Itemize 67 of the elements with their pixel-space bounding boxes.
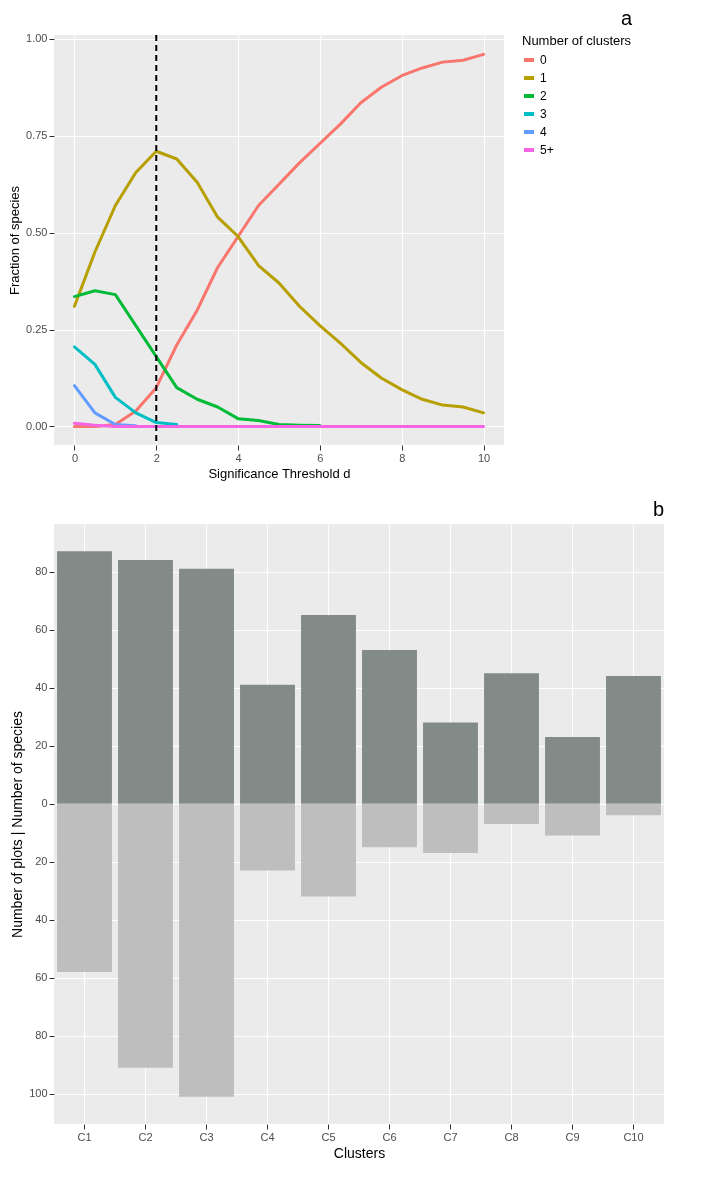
y-tick-label: 20 [35,739,48,752]
x-axis-title: Significance Threshold d [208,465,351,481]
bar [240,684,295,804]
y-tick-label: 0 [41,797,48,810]
y-tick-label: 100 [29,1087,48,1100]
line-series [72,345,179,426]
bar [606,676,661,804]
bar [606,803,661,816]
y-tick-label: 0.00 [26,419,48,432]
bar [57,551,112,804]
y-tick-label: 60 [35,623,48,636]
bar [301,803,356,897]
legend-label: 2 [540,89,547,103]
bar [179,803,234,1097]
legend-label: 0 [540,53,547,67]
x-axis-title: Clusters [333,1144,386,1161]
y-tick-label: 60 [35,971,48,984]
bar [545,736,600,804]
bar [484,803,539,824]
x-tick-label: C9 [565,1130,580,1143]
x-tick-label: C6 [382,1130,397,1143]
x-tick-label: C4 [260,1130,275,1143]
bar [545,803,600,836]
y-tick-label: 40 [35,913,48,926]
x-tick-label: 0 [71,451,79,464]
legend-label: 1 [540,71,547,85]
legend-label: 5+ [540,143,554,157]
line-series [72,52,486,428]
y-tick-label: 0.75 [26,129,48,142]
legend-title: Number of clusters [522,33,632,48]
legend-label: 4 [540,125,547,139]
x-tick-label: C3 [199,1130,214,1143]
text: a [620,6,633,29]
x-tick-label: 6 [317,451,324,464]
x-tick-label: C8 [504,1130,519,1143]
y-tick-label: 20 [35,855,48,868]
bar [240,803,295,871]
legend-label: 3 [540,107,547,121]
y-tick-label: 40 [35,681,48,694]
x-tick-label: 2 [153,451,160,464]
bar [423,722,478,804]
y-tick-label: 0.25 [26,323,48,336]
x-tick-label: C2 [138,1130,153,1143]
bar [362,649,417,804]
line-series [72,149,486,415]
y-tick-label: 80 [35,565,48,578]
y-axis-title: Fraction of species [7,185,23,296]
x-tick-label: C10 [623,1130,644,1143]
y-tick-label: 1.00 [26,32,48,45]
bar [179,568,234,804]
bar [484,673,539,804]
bar [301,615,356,804]
bar [362,803,417,848]
bar [57,803,112,972]
x-tick-label: C7 [443,1130,458,1143]
y-tick-label: 0.50 [26,226,48,239]
y-axis-title: Number of plots | Number of species [9,711,26,938]
text: b [652,498,664,520]
y-tick-label: 80 [35,1029,48,1042]
x-tick-label: C5 [321,1130,336,1143]
x-tick-label: 8 [399,451,406,464]
bar [423,803,478,854]
x-tick-label: 4 [235,451,242,464]
x-tick-label: C1 [77,1130,92,1143]
bar [118,559,173,804]
x-tick-label: 10 [477,451,491,464]
bar [118,803,173,1068]
